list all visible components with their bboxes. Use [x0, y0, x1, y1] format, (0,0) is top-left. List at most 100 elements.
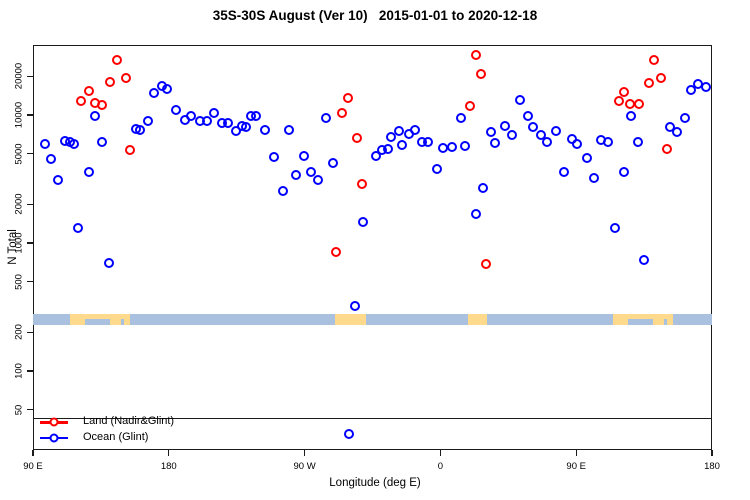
coastline-notch [121, 318, 125, 325]
data-point-ocean [422, 137, 433, 148]
data-point-land [76, 95, 87, 106]
x-tick-label: 90 E [566, 461, 586, 472]
data-point-ocean [685, 85, 696, 96]
data-point-ocean [73, 223, 84, 234]
data-point-ocean [171, 105, 182, 116]
data-point-ocean [291, 169, 302, 180]
x-tick [711, 450, 713, 456]
data-point-ocean [96, 137, 107, 148]
data-point-ocean [186, 110, 197, 121]
coastline-notch [85, 318, 110, 325]
data-point-ocean [277, 185, 288, 196]
data-point-ocean [528, 121, 539, 132]
y-tick [27, 203, 33, 206]
data-point-ocean [135, 125, 146, 136]
data-point-ocean [679, 113, 690, 124]
data-point-ocean [89, 111, 100, 122]
legend-divider-line [33, 417, 712, 419]
data-point-ocean [162, 83, 173, 94]
x-axis-title: Longitude (deg E) [329, 477, 421, 489]
y-tick-label: 10000 [13, 101, 25, 129]
data-point-ocean [357, 217, 368, 228]
data-point-ocean [305, 166, 316, 177]
data-point-land [648, 54, 659, 65]
legend-label-land: Land (Nadir&Glint) [83, 415, 175, 427]
x-tick [439, 450, 441, 456]
data-point-land [643, 77, 654, 88]
coastline-notch [664, 318, 668, 325]
x-tick [168, 450, 170, 456]
data-point-land [481, 258, 492, 269]
data-point-ocean [371, 150, 382, 161]
x-tick [575, 450, 577, 456]
data-point-ocean [209, 108, 220, 119]
plot-area [33, 45, 712, 450]
data-point-land [351, 133, 362, 144]
data-point-ocean [446, 142, 457, 153]
data-point-ocean [626, 110, 637, 121]
x-tick [304, 450, 306, 456]
data-point-ocean [320, 113, 331, 124]
x-tick-label: 90 E [23, 461, 43, 472]
data-point-ocean [514, 94, 525, 105]
data-point-ocean [559, 166, 570, 177]
y-tick-label: 100 [13, 363, 25, 379]
y-tick-label: 200 [13, 324, 25, 341]
data-point-ocean [201, 115, 212, 126]
data-point-land [104, 76, 115, 87]
data-point-ocean [460, 141, 471, 152]
data-point-ocean [149, 87, 160, 98]
y-tick [27, 152, 33, 155]
x-tick-label: 0 [437, 461, 444, 472]
data-point-land [619, 86, 630, 97]
data-point-land [83, 85, 94, 96]
data-point-ocean [571, 139, 582, 150]
data-point-ocean [541, 136, 552, 147]
y-tick-label: 2000 [13, 193, 25, 216]
data-point-land [624, 98, 635, 109]
y-tick-label: 500 [13, 273, 25, 290]
data-point-ocean [222, 118, 233, 129]
y-tick [27, 114, 33, 116]
data-point-ocean [602, 136, 613, 147]
data-point-ocean [633, 137, 644, 148]
data-point-ocean [327, 157, 338, 168]
data-point-ocean [485, 127, 496, 138]
data-point-ocean [490, 138, 501, 149]
data-point-ocean [409, 125, 420, 136]
latitude-map-band [33, 314, 712, 325]
x-tick-label: 180 [160, 461, 177, 472]
data-point-land [120, 72, 131, 83]
data-point-ocean [455, 112, 466, 123]
y-tick-label: 1000 [13, 232, 25, 254]
data-point-ocean [536, 129, 547, 140]
y-tick [27, 280, 33, 283]
data-point-land [633, 99, 644, 110]
data-point-ocean [581, 153, 592, 164]
data-point-ocean [240, 121, 251, 132]
x-tick-label: 180 [704, 461, 720, 472]
data-point-land [331, 247, 342, 258]
y-tick [27, 408, 33, 411]
data-point-ocean [104, 257, 115, 268]
data-point-ocean [40, 139, 51, 150]
data-point-ocean [550, 125, 561, 136]
data-point-ocean [393, 125, 404, 136]
data-point-ocean [589, 173, 600, 184]
data-point-ocean [507, 129, 518, 140]
data-point-ocean [432, 163, 443, 174]
y-tick [27, 75, 33, 78]
data-point-ocean [350, 301, 361, 312]
data-point-ocean [671, 126, 682, 137]
legend-label-ocean: Ocean (Glint) [83, 430, 149, 443]
data-point-ocean [298, 151, 309, 162]
data-point-ocean [46, 154, 57, 165]
data-point-ocean [52, 175, 63, 186]
y-tick-label: 50 [13, 404, 25, 415]
data-point-ocean [251, 111, 262, 122]
data-point-ocean [396, 140, 407, 151]
land-segment [334, 314, 367, 325]
data-point-land [125, 145, 136, 156]
data-point-land [476, 69, 487, 80]
data-point-land [470, 49, 481, 60]
